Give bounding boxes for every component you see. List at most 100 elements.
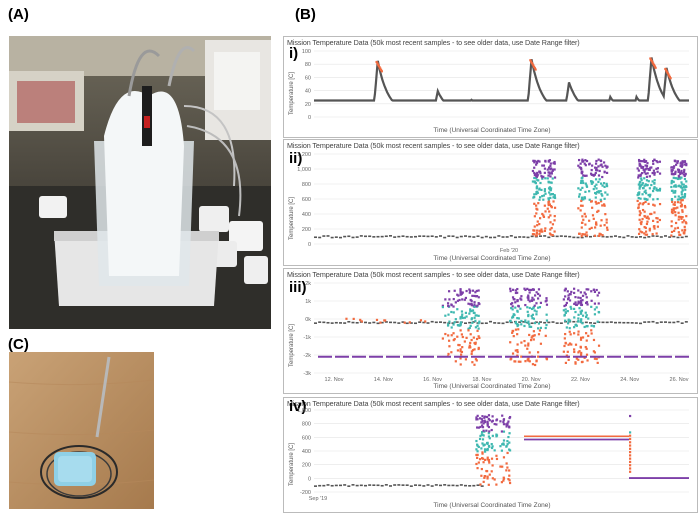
data-point [539,172,542,175]
data-point [527,314,530,318]
data-point [488,473,491,476]
data-point [639,174,642,177]
data-point [516,324,519,328]
data-point [570,343,573,346]
data-point [447,235,451,237]
data-point [643,160,646,163]
data-point [606,228,609,231]
data-point [664,321,667,323]
data-point [574,323,577,327]
data-point [524,303,527,307]
data-point [551,192,555,196]
data-point [465,289,468,293]
data-point [531,180,535,183]
data-point [581,336,585,339]
data-point [355,236,359,238]
data-point [680,176,683,179]
y-tick-label: 0 [308,115,311,121]
data-point [476,414,479,417]
data-point [527,320,530,323]
data-point [648,187,651,190]
data-point [530,314,533,318]
data-point [535,359,538,362]
data-point [637,169,640,172]
data-point [486,458,489,461]
data-point [592,217,595,220]
data-point [539,342,543,345]
data-point [563,337,566,340]
data-point [533,171,536,175]
y-tick-label: 0 [308,476,311,482]
data-point [656,220,659,224]
data-point [527,294,530,297]
data-point [430,485,434,487]
data-point [454,318,457,321]
data-point [314,322,317,324]
data-point [685,164,688,167]
data-point [465,315,468,318]
data-point [535,229,539,232]
data-point [577,358,580,361]
data-point [641,160,644,163]
data-point [566,310,569,313]
data-point [480,322,484,325]
data-point [673,203,676,206]
data-point [530,322,534,325]
data-point [475,359,478,362]
data-point [501,443,504,446]
data-point [376,62,379,65]
data-point [668,74,671,77]
data-point [681,210,684,213]
data-point [559,235,563,237]
data-point [592,350,595,353]
chart-panel-ii: Mission Temperature Data (50k most recen… [283,139,698,266]
data-point [485,429,488,432]
data-point [452,323,455,326]
data-point [409,485,413,487]
data-point [674,185,678,188]
data-point [450,303,453,306]
data-point [490,428,493,432]
data-point [484,322,488,324]
x-axis-label: Time (Universal Coordinated Time Zone) [433,383,551,390]
data-point [653,158,656,161]
y-tick-label: 200 [302,463,311,469]
data-point [475,295,479,298]
data-point [672,191,675,194]
data-point [590,181,593,184]
data-point [469,346,472,349]
data-point [626,321,630,324]
data-point [408,321,411,324]
data-point [476,453,479,456]
data-point [596,320,599,323]
data-point [670,173,674,176]
label-a: (A) [8,6,29,23]
data-point [450,326,453,329]
data-point [578,166,581,169]
data-point [544,177,547,180]
data-point [364,484,367,487]
data-point [531,313,535,316]
data-point [656,161,659,164]
chart-panel-i: Mission Temperature Data (50k most recen… [283,36,698,138]
data-point [655,232,658,235]
data-point [639,230,642,233]
data-point [655,216,658,220]
data-point [522,321,526,323]
data-point [475,337,479,341]
data-point [578,307,581,310]
data-point [529,325,533,328]
data-point [647,202,650,206]
data-point [580,177,583,180]
y-tick-label: 600 [302,435,311,441]
data-point [405,235,409,238]
data-point [590,226,593,229]
data-point [475,462,478,466]
y-axis-label: Temperature [C] [289,71,295,115]
data-point [444,332,447,336]
data-point [584,321,588,324]
data-point [476,418,479,421]
data-point [591,206,594,209]
data-point [596,169,599,172]
data-point [448,345,451,348]
